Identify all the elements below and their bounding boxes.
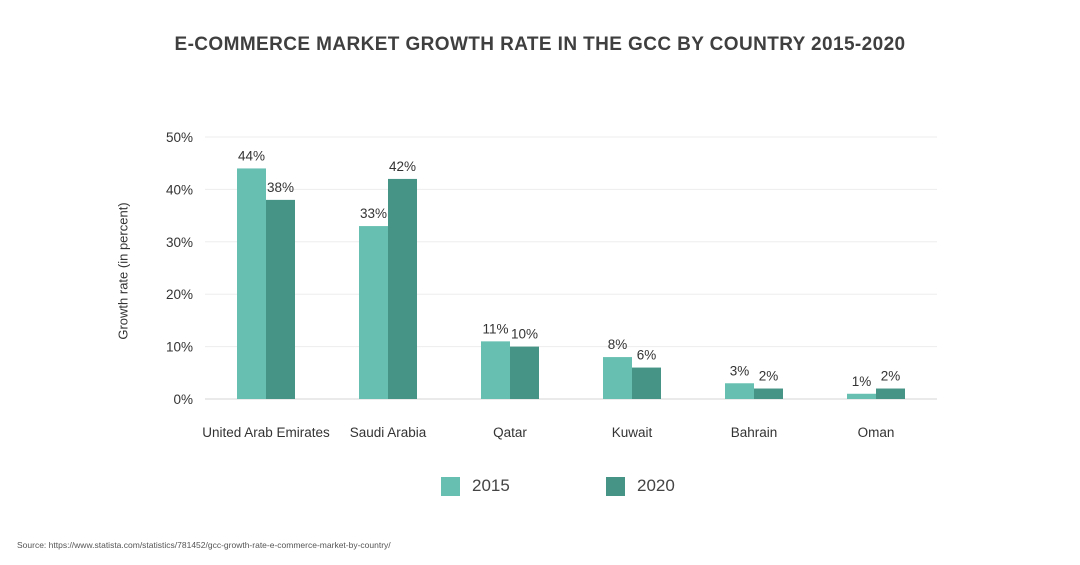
bar-2015-5 (847, 393, 876, 399)
bar-2020-4 (754, 388, 783, 399)
legend-swatch-2020 (606, 476, 625, 496)
legend-label-2020: 2020 (637, 476, 675, 495)
data-label-2020-5: 2% (881, 369, 901, 384)
x-tick-label: Saudi Arabia (350, 425, 427, 440)
x-tick-label: United Arab Emirates (202, 425, 330, 440)
legend-swatch-2015 (441, 476, 460, 496)
bar-2015-4 (725, 383, 754, 399)
bar-2020-0 (266, 199, 295, 399)
data-label-2020-0: 38% (267, 180, 294, 195)
bar-2020-3 (632, 367, 661, 399)
grid-layer (205, 136, 937, 400)
bar-2020-5 (876, 388, 905, 399)
bar-2015-2 (481, 341, 510, 399)
y-tick-label: 40% (166, 182, 193, 197)
bar-2020-1 (388, 178, 417, 399)
data-label-2015-1: 33% (360, 206, 387, 221)
x-tick-label: Oman (858, 425, 895, 440)
x-tick-label: Bahrain (731, 425, 778, 440)
y-tick-label: 30% (166, 235, 193, 250)
legend-label-2015: 2015 (472, 476, 510, 495)
y-tick-label: 20% (166, 287, 193, 302)
bar-2015-3 (603, 357, 632, 399)
data-label-2015-4: 3% (730, 363, 750, 378)
chart-title: E-COMMERCE MARKET GROWTH RATE IN THE GCC… (174, 34, 906, 55)
data-label-2020-2: 10% (511, 327, 538, 342)
bars-layer (237, 168, 905, 399)
bar-2015-1 (359, 226, 388, 399)
data-label-2015-0: 44% (238, 148, 265, 163)
data-label-2020-1: 42% (389, 159, 416, 174)
y-tick-label: 10% (166, 340, 193, 355)
legend-item-2020: 2020 (606, 476, 675, 496)
x-tick-label: Kuwait (612, 425, 653, 440)
data-label-2015-2: 11% (482, 321, 508, 336)
labels-layer: 0% 10% 20% 30% 40% 50% 44% 38% United Arab Emira… (166, 130, 900, 440)
y-tick-label: 50% (166, 130, 193, 145)
bar-2020-2 (510, 346, 539, 399)
data-label-2015-5: 1% (852, 374, 872, 389)
data-label-2015-3: 8% (608, 337, 628, 352)
data-label-2020-3: 6% (637, 348, 657, 363)
bar-2015-0 (237, 168, 266, 399)
legend-item-2015: 2015 (441, 476, 510, 496)
source-note: Source: https://www.statista.com/statist… (17, 540, 391, 550)
y-tick-label: 0% (173, 392, 193, 407)
x-tick-label: Qatar (493, 425, 527, 440)
data-label-2020-4: 2% (759, 369, 779, 384)
